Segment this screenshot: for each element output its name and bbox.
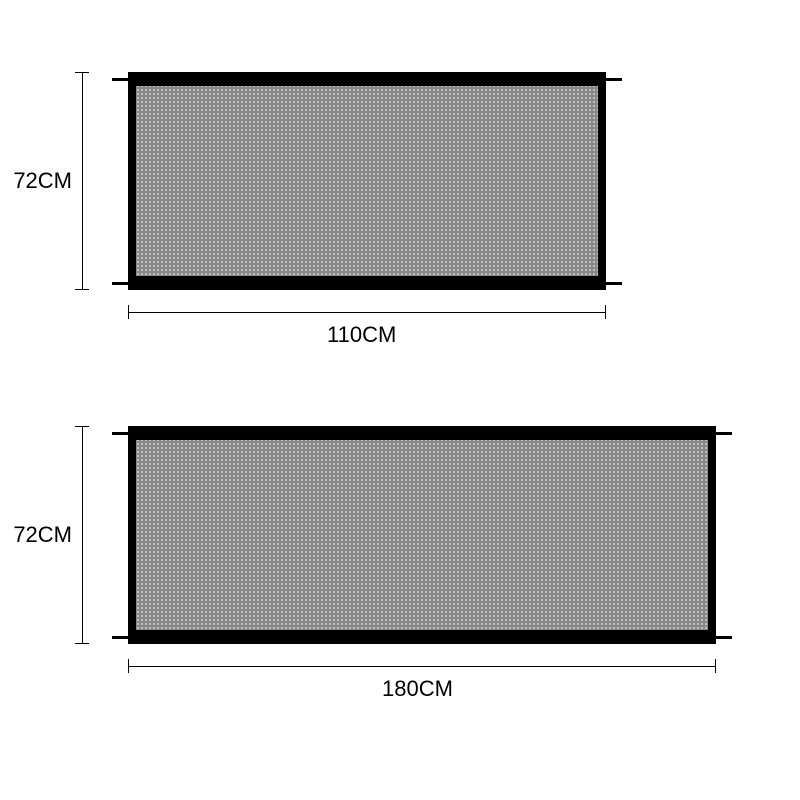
width-tick-left — [128, 659, 129, 673]
rod-top — [112, 78, 622, 81]
rod-top — [112, 432, 732, 435]
panel-border — [128, 426, 716, 644]
width-tick-left — [128, 305, 129, 319]
width-label: 110CM — [327, 322, 396, 348]
height-tick-bottom — [75, 643, 89, 644]
panel-border — [128, 72, 606, 290]
width-tick-right — [715, 659, 716, 673]
width-dimension-line — [128, 312, 606, 313]
height-tick-top — [75, 72, 89, 73]
height-tick-bottom — [75, 289, 89, 290]
height-label: 72CM — [13, 168, 72, 194]
height-tick-top — [75, 426, 89, 427]
height-dimension-line — [82, 426, 83, 644]
diagram-canvas: 72CM 110CM 72CM 180CM — [0, 0, 800, 800]
width-dimension-line — [128, 666, 716, 667]
height-dimension-line — [82, 72, 83, 290]
width-tick-right — [605, 305, 606, 319]
height-label: 72CM — [13, 522, 72, 548]
rod-bottom — [112, 282, 622, 285]
panel-180 — [128, 426, 716, 644]
width-label: 180CM — [382, 676, 453, 702]
rod-bottom — [112, 636, 732, 639]
panel-110 — [128, 72, 606, 290]
